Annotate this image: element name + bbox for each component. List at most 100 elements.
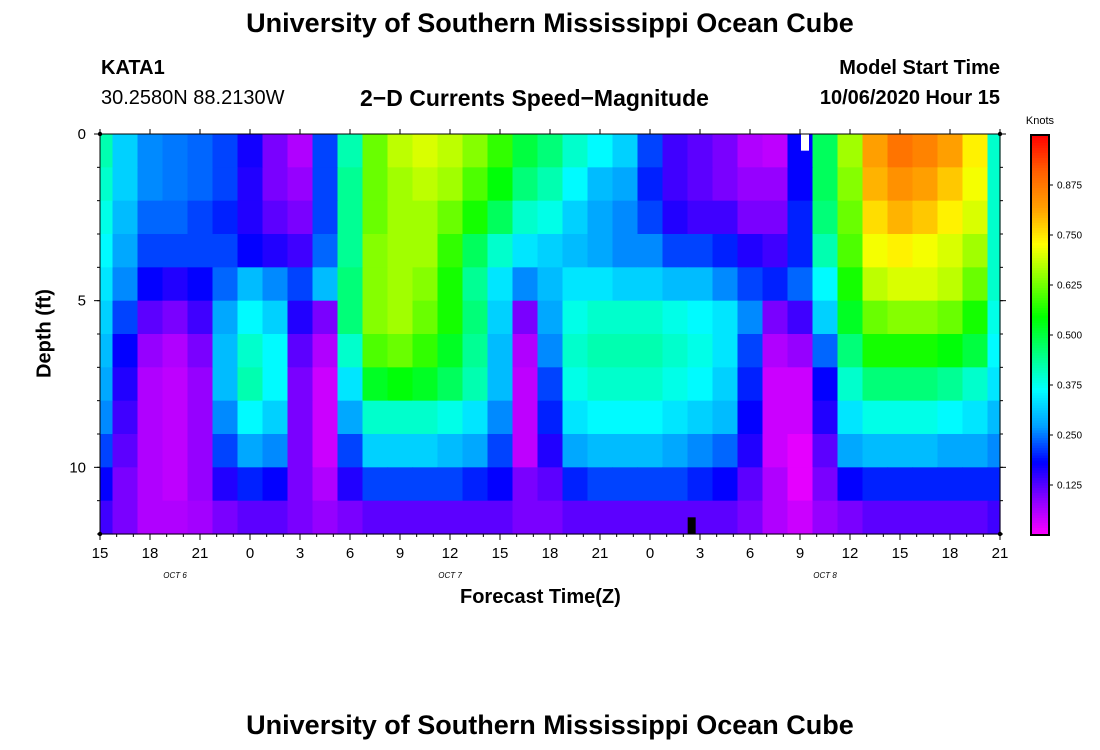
heatmap-cell	[362, 134, 389, 168]
heatmap-cell	[737, 300, 764, 335]
colorbar-swatch	[1031, 530, 1049, 533]
y-axis: 0 5 10	[69, 126, 1006, 537]
heatmap-cell	[412, 200, 439, 235]
colorbar-swatch	[1031, 410, 1049, 413]
colorbar-swatch	[1031, 332, 1049, 336]
heatmap-cell	[962, 434, 989, 468]
heatmap-cell	[337, 234, 364, 268]
heatmap-cell	[487, 300, 514, 335]
heatmap-cell	[562, 500, 589, 535]
y-tick-label: 0	[78, 126, 86, 143]
heatmap-cell	[437, 267, 464, 302]
heatmap-cell	[737, 367, 764, 402]
heatmap-cell	[937, 200, 964, 235]
heatmap-cell	[237, 367, 264, 402]
heatmap-cell	[612, 467, 639, 502]
colorbar-swatch	[1031, 347, 1049, 351]
heatmap-cell	[100, 400, 114, 435]
heatmap-cell	[100, 300, 114, 335]
heatmap-cell	[912, 200, 939, 235]
colorbar-swatch	[1031, 472, 1049, 476]
heatmap-cell	[712, 167, 739, 202]
heatmap-cell	[112, 400, 139, 435]
colorbar-swatch	[1031, 460, 1049, 463]
colorbar-swatch	[1031, 190, 1049, 193]
heatmap-cell	[537, 434, 564, 468]
heatmap-cell	[587, 400, 614, 435]
heatmap-cell	[737, 334, 764, 368]
heatmap-cell	[637, 500, 664, 535]
colorbar-swatch	[1031, 152, 1049, 156]
heatmap-cell	[187, 300, 214, 335]
heatmap-cell	[937, 134, 964, 168]
heatmap-cell	[962, 167, 989, 202]
heatmap-cell	[662, 167, 689, 202]
heatmap-cell	[687, 234, 714, 268]
heatmap-cell	[687, 367, 714, 402]
colorbar-swatch	[1031, 455, 1049, 458]
heatmap-cell	[687, 200, 714, 235]
x-tick-label: 12	[842, 545, 859, 562]
colorbar-swatch	[1031, 227, 1049, 231]
heatmap-cell	[762, 134, 789, 168]
heatmap-cell	[537, 267, 564, 302]
heatmap-cell	[712, 400, 739, 435]
colorbar-swatch	[1031, 287, 1049, 291]
colorbar-swatch	[1031, 167, 1049, 171]
heatmap-cell	[887, 367, 914, 402]
heatmap-cell	[462, 400, 489, 435]
heatmap-cell	[162, 167, 189, 202]
heatmap-cell	[837, 134, 864, 168]
heatmap-cell	[987, 300, 1001, 335]
heatmap-cell	[262, 500, 289, 535]
heatmap-cell	[137, 134, 164, 168]
heatmap-cell	[787, 467, 814, 502]
heatmap-cell	[737, 134, 764, 168]
heatmap-cell	[562, 200, 589, 235]
heatmap-cell	[137, 167, 164, 202]
heatmap-cell	[462, 134, 489, 168]
heatmap-cell	[187, 134, 214, 168]
heatmap-cell	[262, 334, 289, 368]
x-tick-label: 6	[746, 545, 754, 562]
colorbar-swatch	[1031, 352, 1049, 356]
heatmap-cell	[437, 134, 464, 168]
heatmap-cell	[100, 267, 114, 302]
colorbar-swatch	[1031, 450, 1049, 453]
heatmap-cell	[512, 300, 539, 335]
colorbar-tick-label: 0.875	[1057, 181, 1082, 192]
x-tick-label: 15	[492, 545, 509, 562]
heatmap-cell	[662, 200, 689, 235]
heatmap-cell	[137, 467, 164, 502]
heatmap-cell	[862, 367, 889, 402]
colorbar-swatch	[1031, 240, 1049, 243]
colorbar-swatch	[1031, 222, 1049, 226]
heatmap-cell	[287, 500, 314, 535]
heatmap-cell	[437, 500, 464, 535]
heatmap-cell	[587, 367, 614, 402]
heatmap-cell	[362, 500, 389, 535]
heatmap-cell	[987, 200, 1001, 235]
colorbar-swatch	[1031, 402, 1049, 406]
heatmap-cell	[387, 200, 414, 235]
heatmap-cell	[100, 200, 114, 235]
heatmap-cell	[387, 434, 414, 468]
heatmap-cell	[612, 434, 639, 468]
colorbar-swatch	[1031, 522, 1049, 526]
heatmap-cell	[687, 300, 714, 335]
heatmap-cell	[437, 434, 464, 468]
heatmap-cell	[212, 134, 239, 168]
heatmap-cell	[562, 334, 589, 368]
heatmap-cell	[812, 134, 839, 168]
heatmap-cell	[637, 234, 664, 268]
heatmap-cell	[287, 467, 314, 502]
heatmap-cell	[712, 200, 739, 235]
heatmap-cell	[837, 200, 864, 235]
heatmap-cell	[762, 400, 789, 435]
heatmap-cell	[712, 134, 739, 168]
heatmap-cell	[162, 234, 189, 268]
heatmap-cell	[937, 267, 964, 302]
heatmap-cell	[187, 234, 214, 268]
heatmap-cell	[100, 134, 114, 168]
heatmap-cell	[537, 167, 564, 202]
